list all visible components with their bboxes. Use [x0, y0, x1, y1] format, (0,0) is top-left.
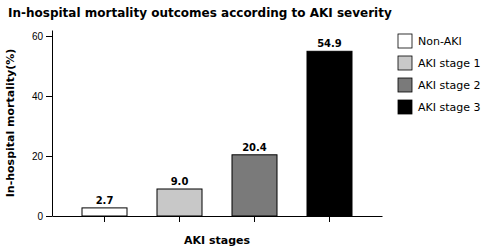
y-axis-title: In-hospital mortality(%)	[4, 49, 17, 198]
data-label: 9.0	[171, 176, 189, 187]
x-tick-mark	[104, 216, 105, 222]
legend-swatch	[398, 100, 412, 114]
y-tick-mark	[46, 96, 52, 97]
chart: 0 20 40 60 2.7 9.0 20.4 54.9 In-hospital mortali…	[0, 0, 500, 252]
x-tick	[179, 216, 180, 222]
bar	[307, 51, 352, 216]
x-tick-mark	[179, 216, 180, 222]
x-axis-line	[53, 216, 383, 217]
legend-item: AKI stage 3	[398, 100, 481, 114]
y-tick-label: 40	[32, 91, 44, 102]
y-tick-mark	[46, 156, 52, 157]
legend-swatch	[398, 34, 412, 48]
x-axis-title: AKI stages	[184, 234, 251, 247]
x-axis	[53, 216, 383, 222]
x-tick-mark	[329, 216, 330, 222]
legend-item: AKI stage 2	[398, 78, 481, 92]
legend: Non-AKI AKI stage 1 AKI stage 2 AKI stage 3	[398, 34, 481, 114]
x-tick	[329, 216, 330, 222]
legend-item: AKI stage 1	[398, 56, 481, 70]
legend-swatch	[398, 78, 412, 92]
x-tick	[254, 216, 255, 222]
legend-label: AKI stage 3	[418, 101, 481, 114]
y-axis: 0 20 40 60	[32, 31, 53, 222]
bar	[82, 208, 127, 216]
y-tick-label: 20	[32, 151, 44, 162]
bars	[82, 51, 352, 216]
y-tick: 60	[32, 31, 52, 42]
data-label: 20.4	[242, 142, 267, 153]
y-tick-mark	[46, 216, 52, 217]
data-label: 54.9	[317, 38, 342, 49]
data-labels: 2.7 9.0 20.4 54.9	[96, 38, 342, 206]
data-label: 2.7	[96, 195, 114, 206]
y-tick-label: 60	[32, 31, 44, 42]
y-tick: 40	[32, 91, 52, 102]
x-tick-mark	[254, 216, 255, 222]
legend-label: Non-AKI	[418, 35, 462, 48]
x-tick	[104, 216, 105, 222]
y-tick: 20	[32, 151, 52, 162]
legend-label: AKI stage 2	[418, 79, 481, 92]
y-tick: 0	[37, 211, 52, 222]
y-tick-mark	[46, 36, 52, 37]
legend-item: Non-AKI	[398, 34, 462, 48]
title: In-hospital mortality outcomes according…	[8, 6, 392, 20]
legend-swatch	[398, 56, 412, 70]
y-axis-line	[52, 31, 53, 217]
y-tick-label: 0	[37, 211, 43, 222]
bar	[157, 189, 202, 216]
bar	[232, 155, 277, 216]
plot: 0 20 40 60 2.7 9.0 20.4 54.9	[32, 31, 383, 223]
legend-label: AKI stage 1	[418, 57, 481, 70]
